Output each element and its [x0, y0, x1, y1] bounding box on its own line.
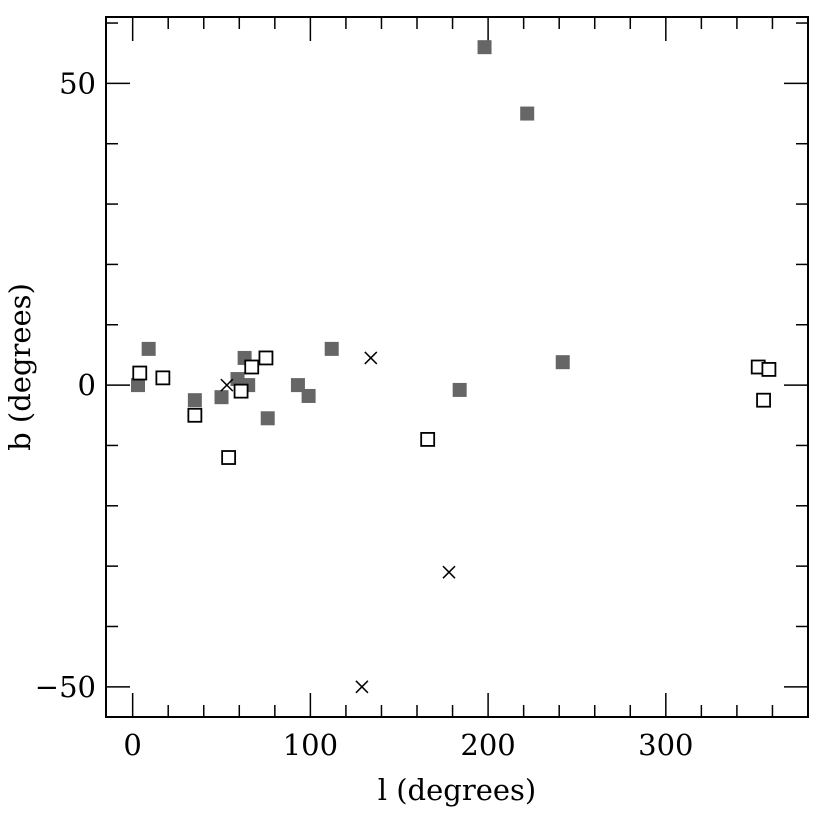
- cross-point: [355, 680, 369, 694]
- filled-square-point: [301, 388, 316, 403]
- open-square-point: [132, 365, 148, 381]
- x-tick-label: 300: [638, 728, 693, 762]
- open-square-point: [221, 450, 237, 465]
- x-tick-label: 0: [123, 728, 141, 762]
- cross-point: [442, 565, 456, 579]
- y-axis-label: b (degrees): [3, 283, 37, 451]
- filled-square-point: [187, 393, 202, 408]
- open-square-point: [258, 350, 274, 366]
- filled-square-point: [260, 411, 275, 426]
- filled-square-point: [452, 382, 467, 397]
- open-square-point: [420, 432, 436, 447]
- open-square-point: [187, 407, 203, 423]
- cross-point: [364, 351, 378, 365]
- data-points: [130, 40, 777, 694]
- x-axis-label: l (degrees): [378, 773, 536, 807]
- open-square-point: [244, 359, 260, 375]
- filled-square-point: [214, 390, 229, 405]
- y-tick-label: 50: [59, 66, 96, 100]
- tick-labels: 0 100 200 300 −50 0 50: [35, 66, 694, 762]
- plot-frame: [105, 16, 809, 718]
- open-square-point: [233, 383, 249, 399]
- open-square-point: [756, 392, 771, 408]
- filled-square-point: [230, 372, 245, 387]
- filled-square-point: [555, 355, 570, 370]
- cross-point: [220, 378, 234, 392]
- filled-square-point: [520, 106, 535, 121]
- y-tick-label: −50: [35, 670, 96, 704]
- open-square-point: [761, 362, 777, 377]
- y-tick-label: 0: [78, 368, 96, 402]
- x-tick-label: 100: [283, 728, 338, 762]
- filled-square-point: [130, 378, 145, 393]
- axis-ticks: [106, 17, 809, 717]
- filled-square-point: [290, 378, 305, 393]
- filled-square-point: [141, 341, 156, 356]
- filled-square-point: [324, 341, 339, 356]
- open-square-point: [155, 370, 171, 386]
- x-tick-label: 200: [460, 728, 515, 762]
- filled-square-point: [477, 40, 492, 55]
